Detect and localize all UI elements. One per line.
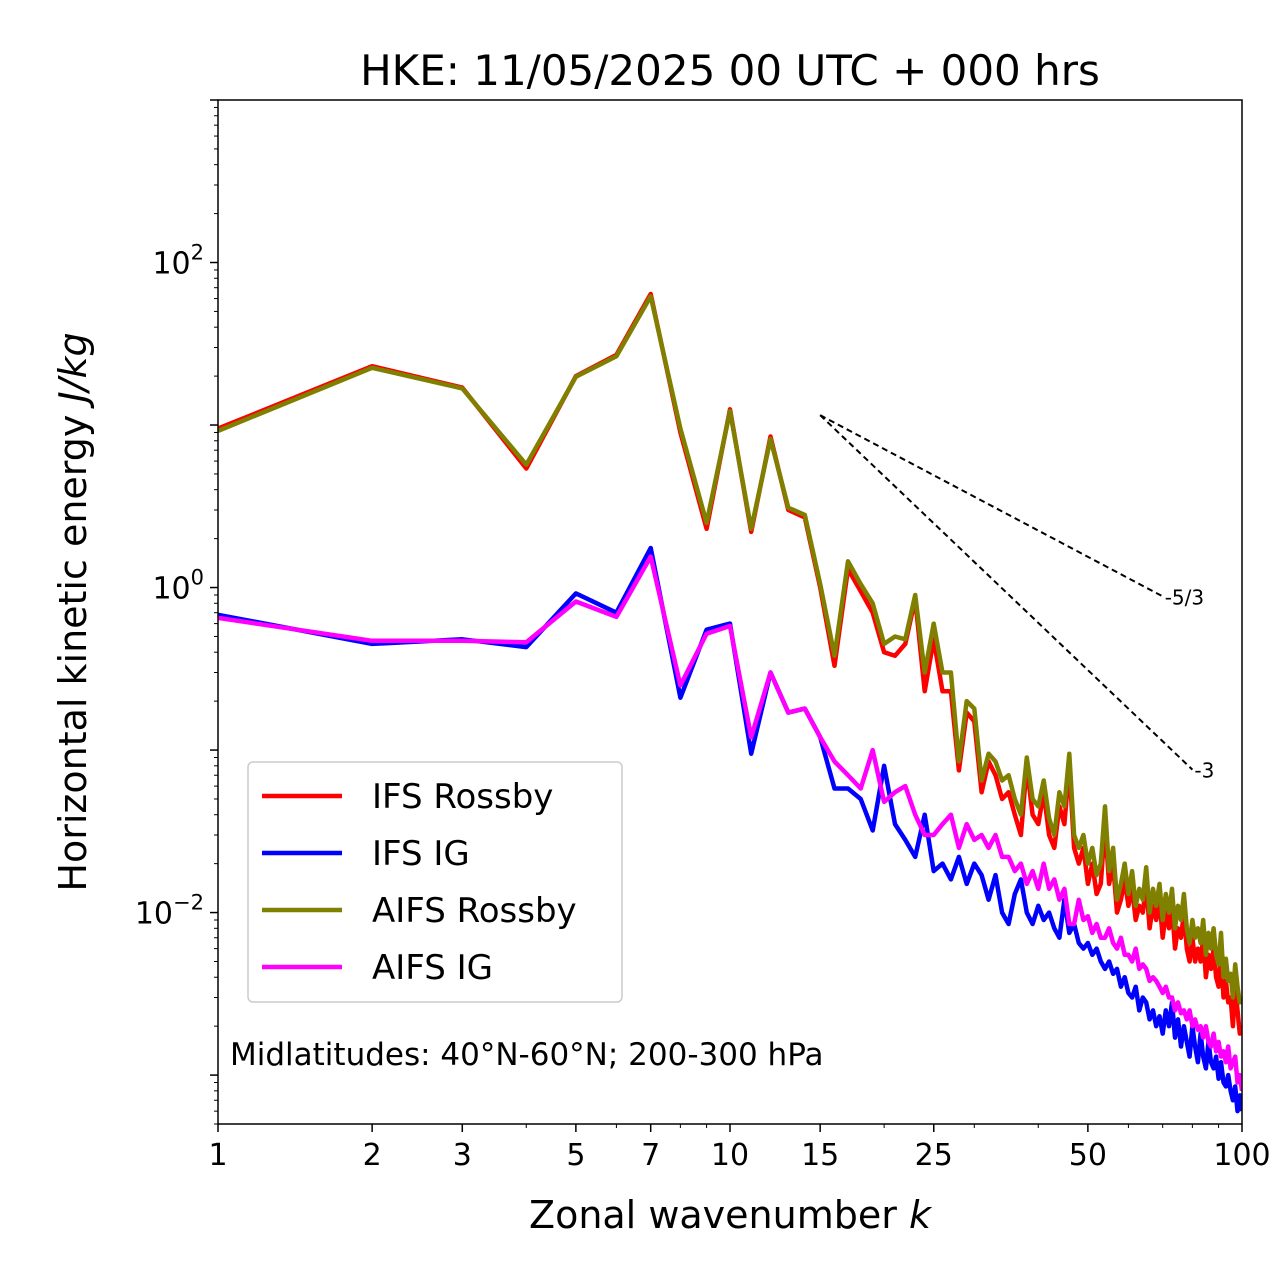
plot-area: -5/3 -3: [218, 291, 1242, 1114]
legend: IFS Rossby IFS IG AIFS Rossby AIFS IG: [247, 761, 623, 1003]
slope-line: [819, 414, 1164, 598]
region-annotation: Midlatitudes: 40°N-60°N; 200-300 hPa: [230, 1037, 824, 1073]
slope-label: -5/3: [1165, 585, 1204, 609]
x-axis-ticks: 1 2 3 5 7 10 15 25 50 100: [208, 1124, 1271, 1173]
legend-label: IFS IG: [372, 834, 470, 874]
series-line: [218, 291, 1242, 1036]
x-axis-label: Zonal wavenumber k: [529, 1193, 933, 1237]
x-tick-label: 5: [566, 1138, 585, 1173]
x-tick-label: 3: [453, 1138, 472, 1173]
x-tick-label: 10: [711, 1138, 749, 1173]
series-lines: [218, 291, 1242, 1114]
x-tick-label: 7: [641, 1138, 660, 1173]
x-tick-label: 1: [208, 1138, 227, 1173]
series-line: [218, 294, 1242, 1005]
plot-frame: [217, 99, 1243, 1125]
y-tick-label: 10−2: [135, 891, 204, 932]
y-tick-label: 100: [152, 566, 204, 607]
x-tick-label: 25: [915, 1138, 953, 1173]
series-line: [218, 545, 1242, 1114]
slope-label: -3: [1194, 759, 1214, 783]
y-axis-ticks: 10−2 100 102: [135, 99, 218, 1125]
legend-box: [247, 761, 623, 1003]
series-line: [218, 554, 1242, 1092]
y-axis-label: Horizontal kinetic energy J/kg: [51, 332, 95, 891]
legend-label: AIFS IG: [372, 948, 493, 988]
y-tick-label: 102: [152, 241, 204, 282]
slope-line: [819, 414, 1194, 771]
reference-slopes: -5/3 -3: [819, 414, 1214, 783]
x-tick-label: 2: [363, 1138, 382, 1173]
x-tick-label: 15: [801, 1138, 839, 1173]
legend-label: IFS Rossby: [372, 777, 553, 817]
chart-title: HKE: 11/05/2025 00 UTC + 000 hrs: [360, 46, 1100, 95]
x-tick-label: 50: [1069, 1138, 1107, 1173]
x-tick-label: 100: [1213, 1138, 1270, 1173]
legend-label: AIFS Rossby: [372, 891, 577, 931]
